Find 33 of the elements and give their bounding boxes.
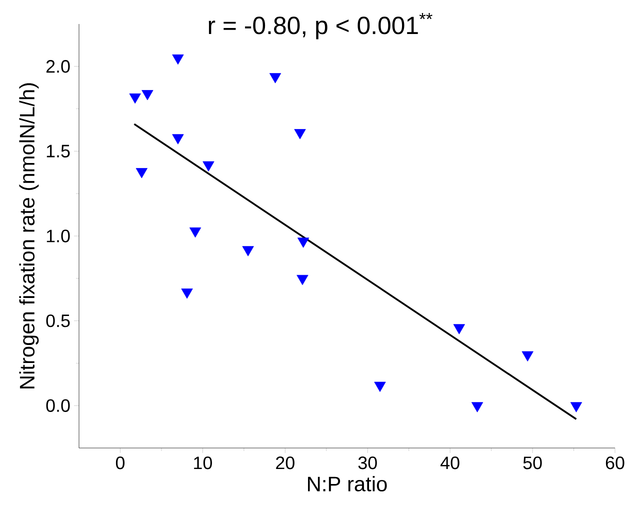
y-axis-title: Nitrogen fixation rate (nmolN/L/h) bbox=[19, 83, 39, 388]
point bbox=[294, 129, 306, 140]
x-tick-label: 40 bbox=[440, 456, 460, 470]
point bbox=[136, 168, 148, 178]
point bbox=[471, 402, 484, 412]
point bbox=[242, 246, 254, 256]
y-tick-label: 1.5 bbox=[46, 144, 70, 158]
y-tick-label: 0.0 bbox=[46, 399, 70, 412]
point bbox=[129, 93, 141, 104]
point bbox=[453, 324, 465, 334]
x-tick-label: 0 bbox=[116, 456, 125, 470]
point bbox=[142, 90, 154, 100]
point bbox=[172, 134, 184, 144]
point bbox=[296, 274, 308, 286]
x-axis-title: N:P ratio bbox=[308, 476, 387, 492]
point bbox=[522, 351, 534, 362]
point bbox=[374, 382, 386, 392]
point bbox=[202, 161, 214, 172]
point bbox=[297, 238, 310, 248]
x-tick-label: 60 bbox=[606, 456, 624, 470]
x-tick-label: 10 bbox=[194, 456, 212, 470]
point bbox=[172, 54, 184, 65]
point bbox=[269, 73, 282, 84]
x-tick-label: 30 bbox=[358, 456, 377, 470]
point bbox=[181, 288, 193, 299]
point bbox=[189, 227, 202, 238]
point bbox=[570, 402, 582, 412]
x-tick-label: 20 bbox=[276, 456, 294, 470]
y-tick-label: 1.0 bbox=[46, 230, 70, 242]
y-tick-label: 2.0 bbox=[46, 60, 70, 73]
annotation: r = -0.80, p < 0.001$^{**}$ bbox=[208, 13, 432, 40]
x-tick-label: 50 bbox=[523, 456, 542, 470]
y-tick-label: 0.5 bbox=[46, 314, 70, 328]
